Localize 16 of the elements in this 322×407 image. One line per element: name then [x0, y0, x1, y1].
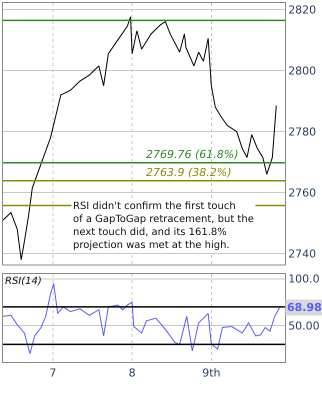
- chart-title: RSI(14): [5, 276, 42, 287]
- annotation: RSI didn't confirm the first touch of a GapToGap retracement, but the next touch did, and its 161.8% projection was met at the high.: [73, 201, 254, 251]
- y-tick-label: 100.0: [288, 272, 320, 286]
- x-tick-label: 7: [49, 366, 56, 380]
- y-tick-label: 50.00: [288, 319, 320, 332]
- y-tick-label: 2760: [288, 186, 316, 200]
- y-tick-label: 2740: [288, 248, 316, 261]
- ref-line-label: 2769.76 (61.8%): [146, 148, 239, 161]
- x-tick-label: 9th: [202, 366, 220, 380]
- y-tick-label: 2780: [288, 125, 316, 138]
- y-tick-label: 2800: [288, 64, 316, 78]
- text: 68.98: [287, 301, 322, 314]
- ref-line-label: 2763.9 (38.2%): [146, 166, 232, 179]
- y-tick-label: 2820: [288, 3, 316, 16]
- x-tick-label: 8: [128, 366, 136, 380]
- line-series: [3, 16, 277, 260]
